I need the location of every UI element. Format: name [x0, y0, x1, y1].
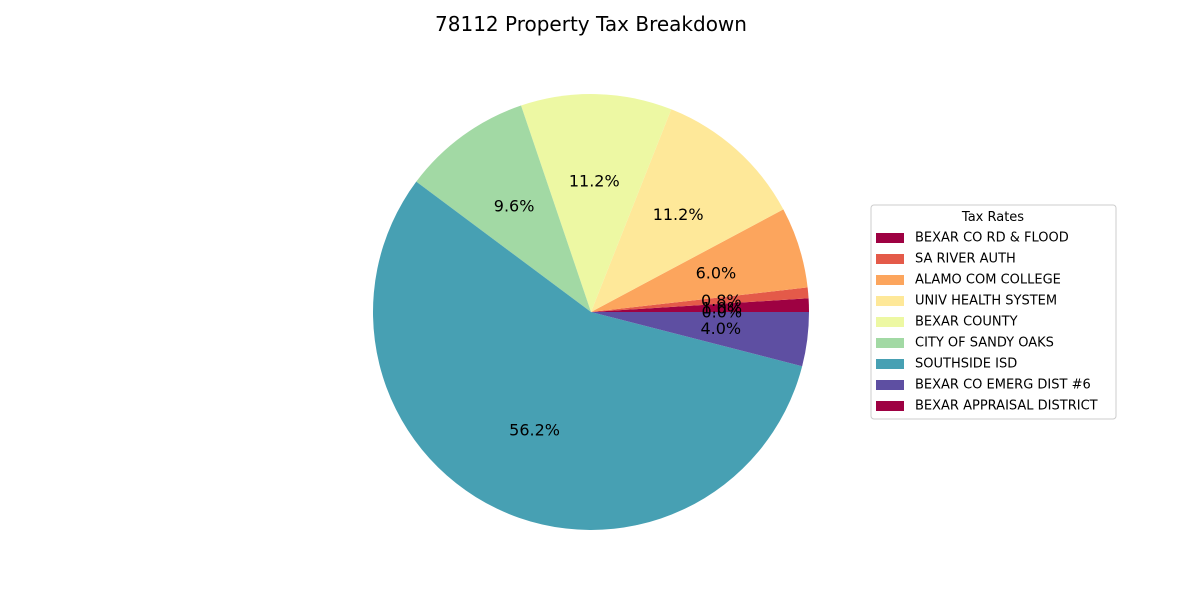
slice-percent-label: 9.6%	[494, 197, 535, 216]
slice-percent-label: 4.0%	[700, 319, 741, 338]
slice-percent-label: 6.0%	[696, 264, 737, 283]
legend-label: BEXAR CO RD & FLOOD	[915, 231, 1069, 246]
chart-title: 78112 Property Tax Breakdown	[435, 12, 747, 36]
legend-label: ALAMO COM COLLEGE	[915, 273, 1061, 288]
legend-swatch	[876, 254, 904, 264]
pie-slice	[416, 105, 591, 313]
slice-percent-label: 0.0%	[701, 303, 742, 322]
legend-label: CITY OF SANDY OAKS	[915, 336, 1054, 351]
legend-swatch	[876, 296, 904, 306]
legend-swatch	[876, 317, 904, 327]
slice-percent-label: 1.0%	[701, 298, 742, 317]
legend-label: SA RIVER AUTH	[915, 252, 1016, 267]
pie-slice	[591, 209, 808, 312]
legend-label: BEXAR APPRAISAL DISTRICT	[915, 399, 1098, 414]
pie-slice	[591, 109, 784, 313]
legend-label: BEXAR CO EMERG DIST #6	[915, 378, 1091, 393]
legend: Tax Rates BEXAR CO RD & FLOOD SA RIVER AU…	[870, 204, 1117, 420]
slice-percent-label: 11.2%	[569, 172, 620, 191]
pie-slice	[591, 312, 809, 367]
pie-slice	[372, 181, 803, 531]
legend-swatch	[876, 338, 904, 348]
legend-label: SOUTHSIDE ISD	[915, 357, 1017, 372]
legend-swatch	[876, 275, 904, 285]
pie-slices	[372, 94, 809, 531]
legend-label: BEXAR COUNTY	[915, 315, 1018, 330]
slice-percent-label: 56.2%	[509, 420, 560, 439]
pie-slice	[591, 287, 809, 312]
legend-swatch	[876, 359, 904, 369]
legend-swatch	[876, 401, 904, 411]
legend-title: Tax Rates	[961, 210, 1024, 225]
legend-frame	[870, 204, 1117, 420]
pie-slice-labels: 1.0%0.8% 6.0% 11.2% 11.2% 9.6% 56.2% 4.0%0.0%	[494, 172, 742, 440]
pie-slice	[591, 298, 809, 312]
legend-swatch	[876, 380, 904, 390]
slice-percent-label: 0.8%	[701, 291, 742, 310]
pie-slice	[521, 94, 672, 313]
legend-swatch	[876, 233, 904, 243]
slice-percent-label: 11.2%	[653, 205, 704, 224]
legend-label: UNIV HEALTH SYSTEM	[915, 294, 1057, 309]
legend-items: BEXAR CO RD & FLOOD SA RIVER AUTH ALAMO CO…	[876, 231, 1098, 414]
